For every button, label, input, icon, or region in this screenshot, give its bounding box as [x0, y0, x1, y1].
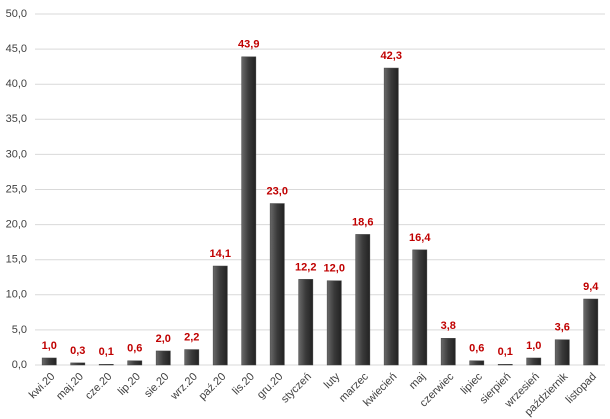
- x-tick-label: luty: [322, 370, 343, 391]
- bar: [41, 357, 57, 366]
- value-label: 23,0: [267, 185, 288, 197]
- bar: [98, 364, 114, 366]
- x-tick-label: wrz.20: [168, 371, 200, 403]
- bar: [526, 357, 542, 366]
- y-tick-label: 45,0: [6, 43, 27, 55]
- x-tick-label: styczeń: [279, 371, 314, 406]
- y-tick-label: 35,0: [6, 113, 27, 125]
- y-tick-label: 25,0: [6, 183, 27, 195]
- value-label: 43,9: [238, 39, 259, 51]
- x-tick-label: lip.20: [116, 371, 143, 398]
- value-label: 14,1: [210, 248, 231, 260]
- bar: [554, 339, 570, 366]
- bar: [412, 249, 428, 366]
- value-label: 3,6: [555, 322, 570, 334]
- bar: [469, 360, 485, 366]
- x-tick-label: cze.20: [83, 371, 114, 402]
- bar: [212, 265, 228, 366]
- y-tick-label: 15,0: [6, 254, 27, 266]
- value-label: 16,4: [409, 232, 431, 244]
- value-label: 0,6: [469, 343, 484, 355]
- y-tick-label: 0,0: [12, 359, 27, 371]
- x-tick-label: kwi.20: [27, 371, 58, 402]
- bar: [326, 280, 342, 366]
- value-label: 12,2: [295, 261, 316, 273]
- bar: [440, 338, 456, 366]
- value-label: 1,0: [42, 340, 57, 352]
- bar: [298, 279, 314, 366]
- value-label: 3,8: [441, 320, 456, 332]
- bar: [70, 362, 86, 366]
- value-label: 42,3: [381, 50, 402, 62]
- value-label: 9,4: [583, 281, 599, 293]
- x-tick-label: lipiec: [459, 370, 486, 397]
- y-tick-label: 5,0: [12, 324, 27, 336]
- value-label: 0,1: [498, 346, 513, 358]
- x-tick-label: paź.20: [197, 371, 229, 403]
- value-label: 2,2: [184, 331, 199, 343]
- x-tick-label: maj: [407, 371, 428, 392]
- x-tick-label: maj.20: [54, 371, 86, 403]
- y-tick-label: 40,0: [6, 78, 27, 90]
- bar: [269, 203, 285, 366]
- bar: [383, 67, 399, 366]
- value-label: 2,0: [156, 333, 171, 345]
- y-tick-label: 20,0: [6, 219, 27, 231]
- bar: [127, 360, 143, 366]
- y-tick-label: 50,0: [6, 8, 27, 20]
- bar: [184, 349, 200, 366]
- value-label: 1,0: [526, 340, 541, 352]
- y-tick-label: 30,0: [6, 148, 27, 160]
- y-tick-label: 10,0: [6, 289, 27, 301]
- value-label: 18,6: [352, 216, 373, 228]
- value-label: 0,3: [70, 345, 85, 357]
- x-tick-label: lis.20: [230, 371, 257, 398]
- value-label: 0,1: [99, 346, 114, 358]
- bar: [583, 298, 599, 366]
- bar: [497, 364, 513, 366]
- bar: [241, 56, 257, 366]
- x-tick-label: sie.20: [142, 371, 171, 400]
- value-label: 0,6: [127, 343, 142, 355]
- x-tick-label: listopad: [564, 371, 599, 406]
- value-label: 12,0: [324, 263, 345, 275]
- bar: [355, 234, 371, 366]
- bar: [155, 350, 171, 366]
